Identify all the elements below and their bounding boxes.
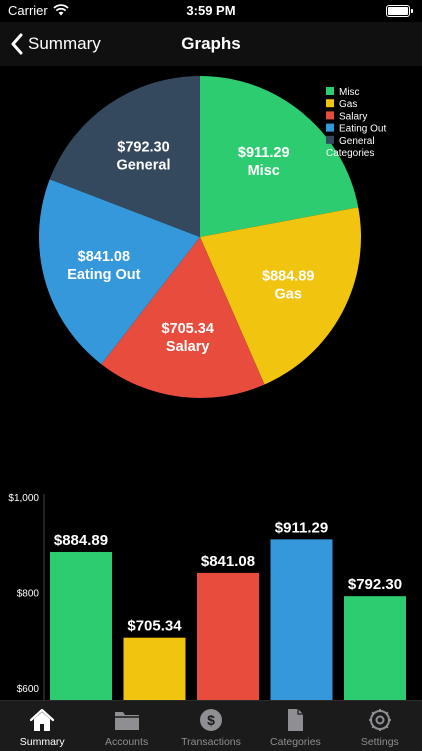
tab-label: Accounts xyxy=(105,736,149,748)
y-tick-label: $600 xyxy=(17,684,40,695)
tab-label: Transactions xyxy=(181,736,241,748)
bar-value-label: $884.89 xyxy=(54,532,108,549)
bar-misc xyxy=(270,539,333,700)
pie-value-label: $911.29 xyxy=(238,145,290,161)
pie-slice-gas xyxy=(200,207,361,385)
tab-label: Categories xyxy=(270,736,321,748)
svg-text:$: $ xyxy=(207,712,215,728)
legend-entry: Salary xyxy=(339,111,367,122)
carrier-label: Carrier xyxy=(8,3,48,18)
page-title: Graphs xyxy=(181,34,241,53)
pie-category-label: Eating Out xyxy=(67,267,140,283)
pie-value-label: $792.30 xyxy=(117,140,169,156)
folder-icon xyxy=(114,712,139,730)
tab-bar: Summary Accounts $ Transactions Categori… xyxy=(0,700,422,751)
legend-swatch xyxy=(326,123,334,132)
pie-value-label: $884.89 xyxy=(262,269,314,285)
pie-value-label: $841.08 xyxy=(78,249,130,265)
tab-summary[interactable]: Summary xyxy=(0,701,84,751)
legend-title: Categories xyxy=(326,148,374,159)
tab-settings[interactable]: Settings xyxy=(338,701,422,751)
tab-categories[interactable]: Categories xyxy=(253,701,337,751)
chevron-left-icon xyxy=(11,33,23,55)
tab-label: Summary xyxy=(19,736,65,748)
tab-accounts[interactable]: Accounts xyxy=(84,701,168,751)
pie-value-label: $705.34 xyxy=(161,321,213,337)
pie-category-label: Salary xyxy=(166,339,210,355)
bar-chart: $1,000 $800 $600 $884.89 $705.34 $841.08 $911.… xyxy=(8,493,406,700)
bar-value-label: $841.08 xyxy=(201,553,255,570)
bar-eating-out xyxy=(197,572,259,700)
house-icon xyxy=(30,708,55,731)
status-bar: Carrier 3:59 PM xyxy=(0,0,422,22)
navigation-bar: Summary Graphs xyxy=(0,22,422,66)
pie-slice-general xyxy=(49,76,200,237)
dollar-circle-icon: $ xyxy=(200,709,223,731)
pie-category-label: General xyxy=(116,158,170,174)
pie-category-label: Gas xyxy=(275,287,302,303)
legend-swatch xyxy=(326,135,334,144)
y-tick-label: $800 xyxy=(17,589,40,600)
tab-transactions[interactable]: $ Transactions xyxy=(169,701,253,751)
legend-swatch xyxy=(326,111,334,120)
pie-chart: $911.29 Misc $884.89 Gas $705.34 Salary $841.0… xyxy=(38,76,386,398)
bar-general xyxy=(344,596,406,700)
pie-slice-salary xyxy=(101,237,265,398)
legend-entry: Eating Out xyxy=(339,124,386,135)
bar-value-label: $911.29 xyxy=(275,519,328,536)
legend-entry: Misc xyxy=(339,87,360,98)
wifi-icon xyxy=(53,4,69,16)
legend-entry: General xyxy=(339,136,375,147)
document-icon xyxy=(288,709,304,731)
legend-entry: Gas xyxy=(339,99,357,110)
pie-slice-misc xyxy=(200,76,359,237)
back-button[interactable]: Summary xyxy=(10,32,101,56)
status-time: 3:59 PM xyxy=(186,3,236,18)
bar-value-label: $705.34 xyxy=(127,618,182,635)
legend-swatch xyxy=(326,99,334,108)
pie-category-label: Misc xyxy=(248,163,280,179)
legend-swatch xyxy=(326,87,334,95)
bar-salary xyxy=(123,637,186,700)
pie-slice-eating-out xyxy=(38,179,200,365)
y-tick-label: $1,000 xyxy=(8,493,39,504)
battery-icon xyxy=(386,5,413,17)
bar-value-label: $792.30 xyxy=(348,576,402,593)
gear-icon xyxy=(368,709,391,731)
tab-label: Settings xyxy=(360,736,399,748)
bar-gas xyxy=(50,551,112,700)
back-button-label: Summary xyxy=(28,34,101,53)
